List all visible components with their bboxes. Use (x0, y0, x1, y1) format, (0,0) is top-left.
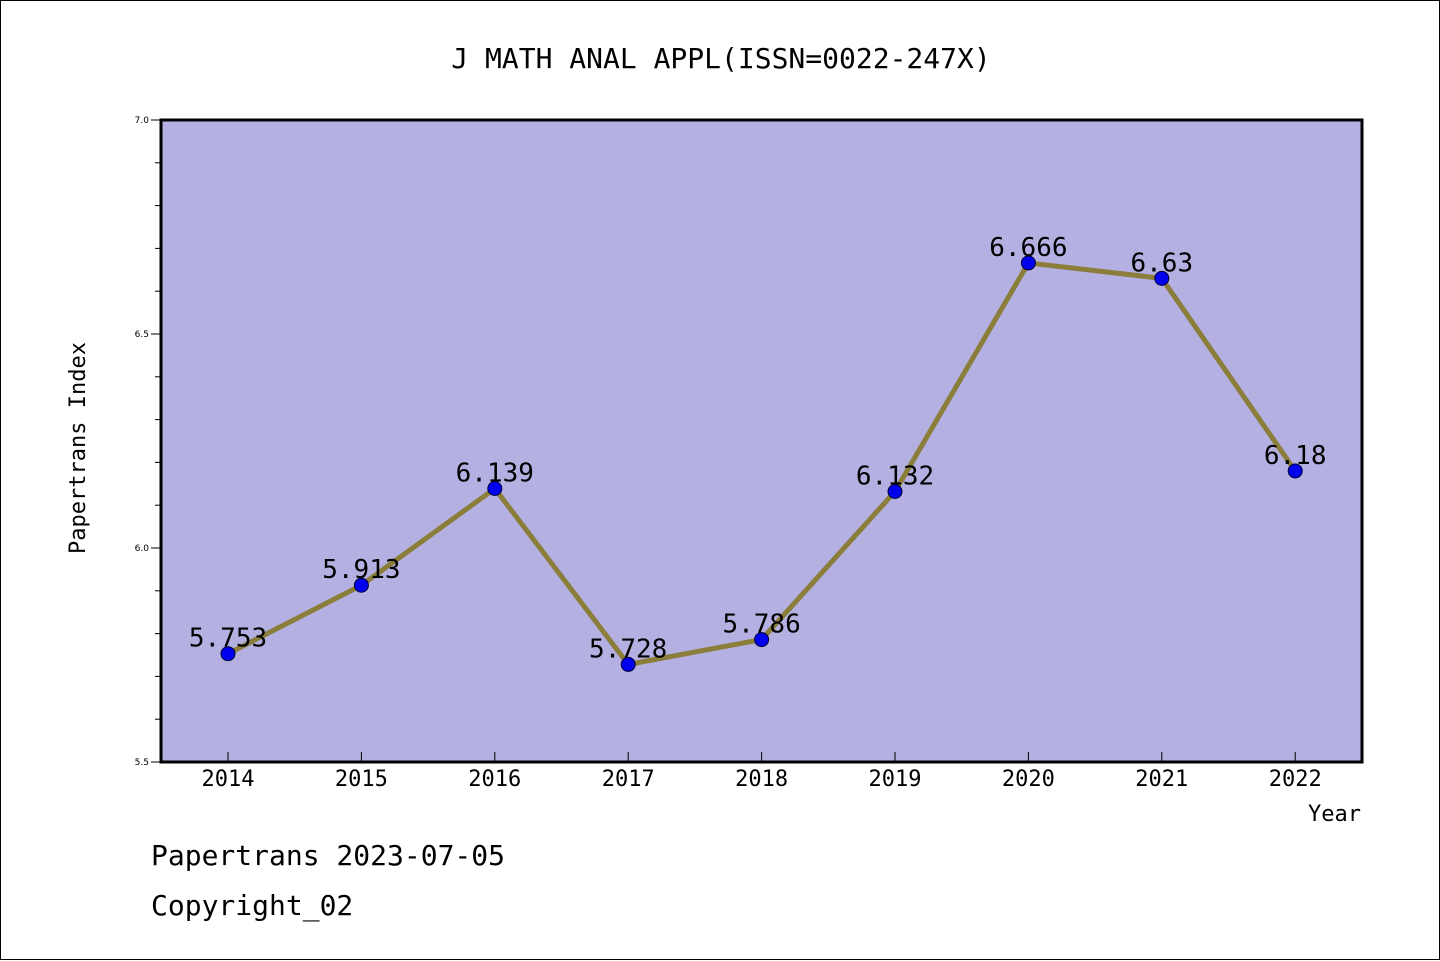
y-tick-label: 7.0 (135, 116, 150, 126)
data-label: 5.753 (189, 624, 267, 654)
data-point (887, 484, 903, 500)
data-labels: 5.753 5.913 6.139 5.728 5.786 6.132 6.666 6.63 6… (189, 233, 1327, 664)
x-tick-label: 2022 (1269, 767, 1322, 792)
y-axis-label: Papertrans Index (66, 342, 91, 554)
data-point (1154, 270, 1170, 286)
data-point (620, 656, 636, 672)
x-axis: 2014 2015 2016 2017 2018 2019 2020 2021 2022 (202, 752, 1322, 792)
chart-title: J MATH ANAL APPL(ISSN=0022-247X) (451, 42, 990, 75)
data-point (220, 646, 236, 662)
data-label: 6.666 (989, 233, 1067, 263)
data-label: 5.728 (589, 634, 667, 664)
data-point (754, 632, 770, 648)
data-label: 6.139 (456, 459, 534, 489)
x-tick-label: 2015 (335, 767, 388, 792)
x-tick-label: 2016 (468, 767, 521, 792)
data-point (1287, 463, 1303, 479)
y-tick-label: 6.5 (135, 330, 149, 340)
data-label: 6.18 (1264, 441, 1327, 471)
x-tick-label: 2019 (869, 767, 922, 792)
y-tick-label: 5.5 (135, 758, 149, 768)
x-tick-label: 2017 (602, 767, 655, 792)
x-tick-label: 2021 (1135, 767, 1188, 792)
data-point (487, 481, 503, 497)
x-tick-label: 2018 (735, 767, 788, 792)
data-point (1020, 255, 1036, 271)
data-label: 6.132 (856, 462, 934, 492)
x-axis-label: Year (1308, 802, 1361, 827)
plot-area (159, 118, 1364, 764)
y-axis: 5.5 6.0 6.5 7.0 (135, 116, 161, 768)
y-tick-label: 6.0 (135, 544, 150, 554)
data-label: 5.786 (722, 610, 800, 640)
footer-date: Papertrans 2023-07-05 (151, 839, 505, 872)
x-tick-label: 2020 (1002, 767, 1055, 792)
data-label: 6.63 (1130, 248, 1193, 278)
footer-copyright: Copyright_02 (151, 889, 353, 923)
x-tick-label: 2014 (202, 767, 255, 792)
data-point (353, 577, 369, 593)
data-points (220, 255, 1303, 672)
data-label: 5.913 (322, 555, 400, 585)
